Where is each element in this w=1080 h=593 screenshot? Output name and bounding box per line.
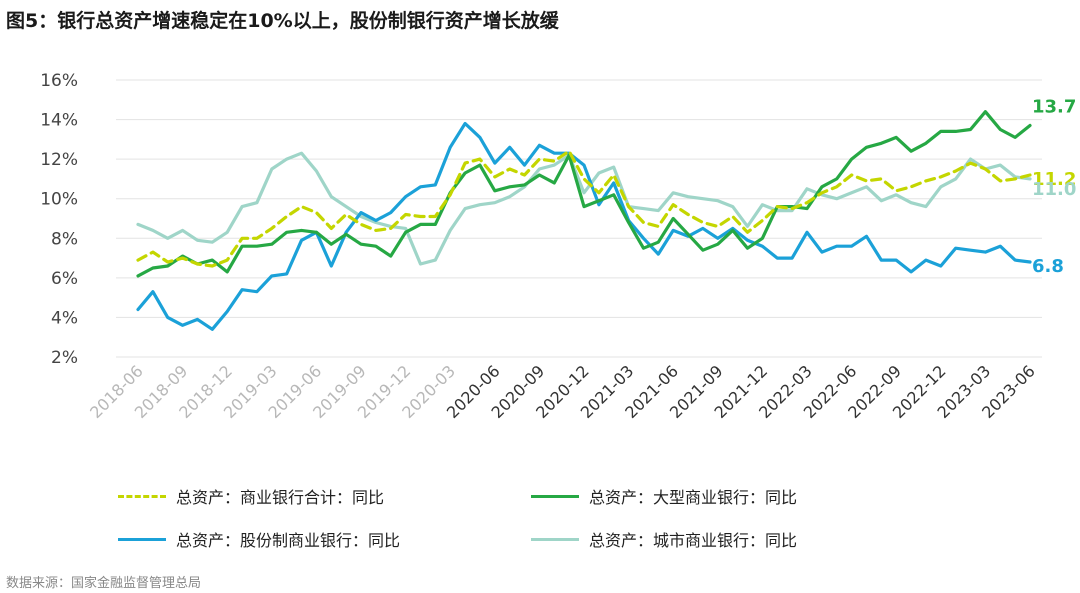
y-tick-label: 10% (40, 190, 78, 210)
series-line-city-banks (136, 151, 1032, 266)
y-tick-label: 4% (51, 308, 78, 328)
chart-title: 图5：银行总资产增速稳定在10%以上，股份制银行资产增长放缓 (6, 10, 559, 32)
series-lines (136, 110, 1032, 331)
data-source-note: 数据来源：国家金融监督管理总局 (6, 576, 202, 591)
series-line-joint-stock-banks (136, 121, 1032, 331)
y-tick-label: 14% (40, 111, 78, 131)
y-tick-label: 8% (51, 229, 78, 249)
gridlines (116, 79, 1042, 358)
y-tick-label: 16% (40, 71, 78, 91)
end-value-label: 11.2 (1032, 169, 1076, 190)
y-tick-label: 2% (51, 348, 78, 368)
end-value-label: 6.8 (1032, 256, 1064, 277)
x-axis-ticks: 2018-062018-092018-122019-032019-062019-… (86, 361, 1039, 422)
y-tick-label: 12% (40, 150, 78, 170)
end-labels: 13.7 11.211.0 6.8 (1032, 97, 1076, 278)
series-line-commercial-total (136, 149, 1032, 268)
end-value-label: 13.7 (1032, 97, 1076, 118)
y-tick-label: 6% (51, 269, 78, 289)
series-line-large-banks (136, 110, 1032, 278)
y-axis-ticks: 16% 14% 12% 10% 8% 6% 4% 2% (40, 71, 78, 368)
end-value-label: 11.0 (1032, 179, 1076, 200)
